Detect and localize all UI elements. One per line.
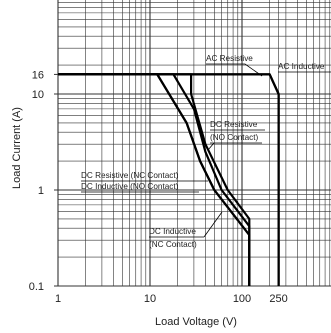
annotation-label: AC Resistive <box>206 54 253 63</box>
annotation-label: DC Inductive <box>149 227 196 236</box>
annotation-label: (NC Contact) <box>149 240 197 249</box>
series-line <box>58 73 280 286</box>
chart-curves <box>58 73 280 286</box>
series-line <box>58 73 251 286</box>
y-tick-label: 10 <box>32 89 44 101</box>
annotation-label: (NO Contact) <box>210 133 258 142</box>
series-line <box>58 73 280 286</box>
x-tick-label: 1 <box>55 293 61 305</box>
series-line <box>58 73 251 286</box>
series-line <box>58 73 251 286</box>
annotation-leaders <box>81 63 331 238</box>
annotation-leader <box>207 142 262 151</box>
x-tick-label: 250 <box>269 293 287 305</box>
annotation-labels: AC Resistive AC Inductive DC Resistive (NO … <box>81 54 325 249</box>
annotation-label: DC Inductive (NO Contact) <box>81 182 179 191</box>
annotation-label: AC Inductive <box>278 62 325 71</box>
tick-labels: 1 10 100 250 0.1 1 10 16 <box>29 69 288 305</box>
y-tick-label: 0.1 <box>29 281 44 293</box>
x-tick-label: 100 <box>233 293 251 305</box>
x-axis-label: Load Voltage (V) <box>155 316 237 328</box>
annotation-leader <box>206 63 263 77</box>
annotation-label: DC Resistive (NC Contact) <box>81 171 179 180</box>
annotation-label: DC Resistive <box>210 120 258 129</box>
y-axis-label: Load Current (A) <box>11 107 23 189</box>
series-line <box>58 73 251 286</box>
annotation-leader <box>203 211 223 238</box>
y-tick-label: 16 <box>32 69 44 81</box>
x-tick-label: 10 <box>144 293 156 305</box>
y-tick-label: 1 <box>38 185 44 197</box>
